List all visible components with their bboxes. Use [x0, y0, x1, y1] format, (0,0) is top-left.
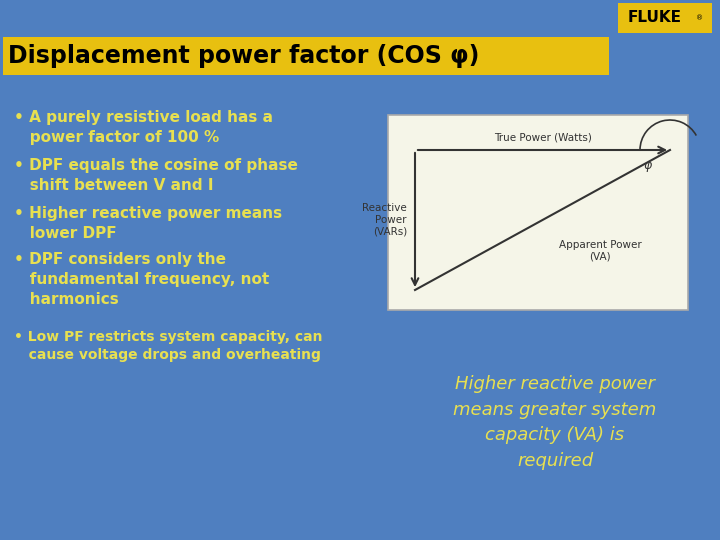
Text: Apparent Power
(VA): Apparent Power (VA) — [559, 240, 642, 261]
Text: • Higher reactive power means
   lower DPF: • Higher reactive power means lower DPF — [14, 206, 282, 241]
Text: • Low PF restricts system capacity, can
   cause voltage drops and overheating: • Low PF restricts system capacity, can … — [14, 330, 323, 362]
Text: φ: φ — [644, 159, 652, 172]
Text: • DPF considers only the
   fundamental frequency, not
   harmonics: • DPF considers only the fundamental fre… — [14, 252, 269, 307]
Text: FLUKE: FLUKE — [628, 10, 682, 25]
Text: True Power (Watts): True Power (Watts) — [494, 132, 591, 142]
Text: ®: ® — [696, 15, 703, 21]
Text: Higher reactive power
means greater system
capacity (VA) is
required: Higher reactive power means greater syst… — [454, 375, 657, 470]
FancyBboxPatch shape — [618, 3, 712, 33]
FancyBboxPatch shape — [388, 115, 688, 310]
Text: • DPF equals the cosine of phase
   shift between V and I: • DPF equals the cosine of phase shift b… — [14, 158, 298, 193]
Text: Reactive
Power
(VARs): Reactive Power (VARs) — [362, 204, 407, 237]
FancyBboxPatch shape — [3, 37, 609, 75]
Text: Displacement power factor (COS φ): Displacement power factor (COS φ) — [8, 44, 480, 68]
Text: • A purely resistive load has a
   power factor of 100 %: • A purely resistive load has a power fa… — [14, 110, 273, 145]
